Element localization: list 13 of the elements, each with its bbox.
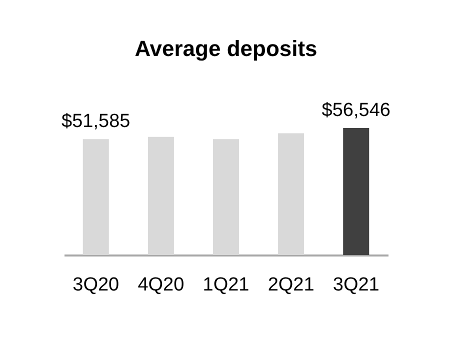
- bar: [82, 139, 109, 255]
- bar: [343, 128, 370, 255]
- data-label: $51,585: [62, 111, 130, 132]
- x-tick-label: 2Q21: [268, 274, 314, 296]
- x-tick-label: 4Q20: [138, 274, 184, 296]
- x-tick-label: 3Q20: [72, 274, 120, 296]
- bar: [148, 136, 174, 255]
- chart-title: Average deposits: [134, 36, 318, 61]
- x-tick-label: 3Q21: [332, 274, 380, 296]
- bar: [212, 139, 240, 255]
- bar: [278, 133, 304, 255]
- x-tick-label: 1Q21: [202, 274, 250, 296]
- data-label: $56,546: [322, 100, 390, 121]
